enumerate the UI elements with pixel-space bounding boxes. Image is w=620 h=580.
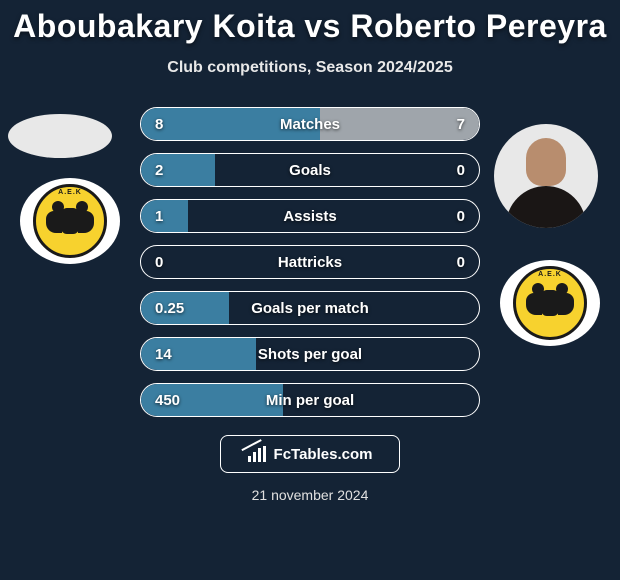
stat-row: 2 Goals 0 (140, 153, 480, 187)
stat-value-right: 0 (457, 208, 465, 225)
footer-brand-box: FcTables.com (220, 435, 400, 473)
stat-label: Matches (280, 116, 340, 133)
stat-value-right: 7 (457, 116, 465, 133)
stat-bar-right (320, 108, 479, 140)
stat-value-right: 0 (457, 254, 465, 271)
stat-value-left: 2 (155, 162, 163, 179)
stat-row: 1 Assists 0 (140, 199, 480, 233)
stat-value-left: 450 (155, 392, 180, 409)
stat-label: Assists (283, 208, 336, 225)
stat-value-left: 8 (155, 116, 163, 133)
stat-value-left: 0 (155, 254, 163, 271)
stat-label: Goals per match (251, 300, 369, 317)
stat-row: 450 Min per goal (140, 383, 480, 417)
stat-row: 8 Matches 7 (140, 107, 480, 141)
stat-label: Shots per goal (258, 346, 362, 363)
stat-value-left: 1 (155, 208, 163, 225)
footer-date: 21 november 2024 (0, 487, 620, 503)
stat-value-left: 14 (155, 346, 172, 363)
stat-bar-left (141, 154, 215, 186)
stat-label: Min per goal (266, 392, 354, 409)
stat-label: Hattricks (278, 254, 342, 271)
stat-label: Goals (289, 162, 331, 179)
brand-logo-icon (248, 446, 268, 462)
brand-name: FcTables.com (274, 446, 373, 463)
stat-bar-left (141, 200, 188, 232)
stat-value-right: 0 (457, 162, 465, 179)
stats-chart: 8 Matches 7 2 Goals 0 1 Assists 0 0 Hattricks 0 0.25… (0, 107, 620, 417)
stat-value-left: 0.25 (155, 300, 184, 317)
comparison-subtitle: Club competitions, Season 2024/2025 (0, 59, 620, 77)
comparison-title: Aboubakary Koita vs Roberto Pereyra (0, 0, 620, 45)
stat-row: 0 Hattricks 0 (140, 245, 480, 279)
stat-row: 14 Shots per goal (140, 337, 480, 371)
stat-row: 0.25 Goals per match (140, 291, 480, 325)
